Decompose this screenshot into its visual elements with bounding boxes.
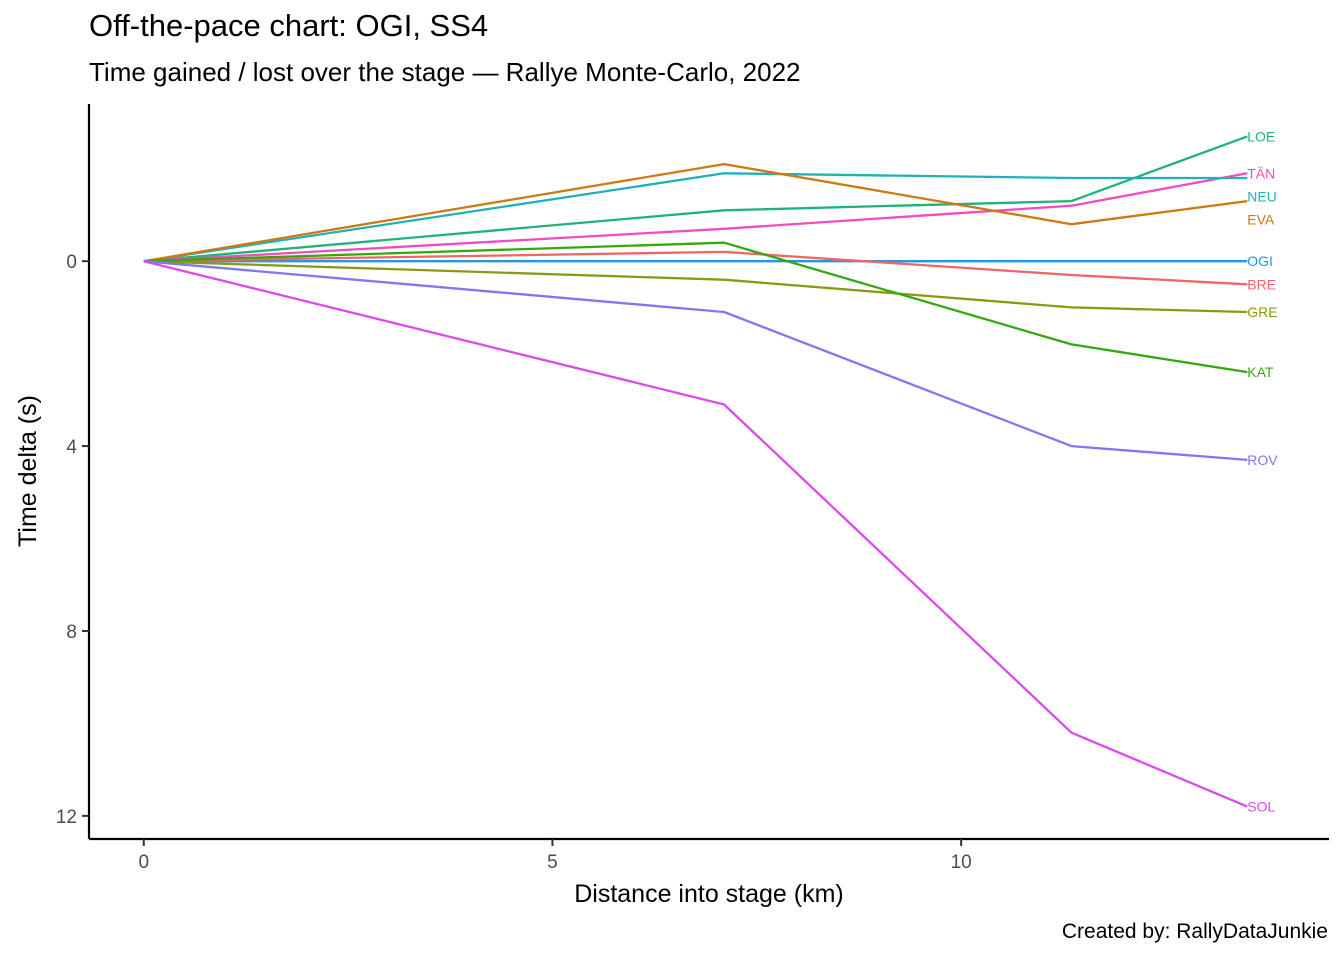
series-line-kat	[143, 241, 1248, 374]
end-label-ogi: OGI	[1247, 253, 1273, 269]
series-line-neu	[143, 172, 1248, 263]
y-axis-title: Time delta (s)	[14, 395, 42, 547]
series-line-tän	[143, 172, 1248, 263]
x-tick-label: 5	[547, 852, 558, 873]
end-label-loe: LOE	[1247, 128, 1275, 144]
chart-title: Off-the-pace chart: OGI, SS4	[89, 8, 489, 43]
end-label-eva: EVA	[1247, 211, 1275, 227]
series-line-gre	[143, 260, 1248, 314]
series-layer	[143, 135, 1248, 808]
end-label-kat: KAT	[1247, 364, 1274, 380]
series-line-rov	[143, 260, 1248, 462]
y-tick-label: 12	[56, 807, 77, 828]
y-tick-label: 0	[66, 252, 77, 273]
chart-caption: Created by: RallyDataJunkie	[1061, 920, 1328, 943]
x-axis-title: Distance into stage (km)	[574, 880, 844, 908]
chart-subtitle: Time gained / lost over the stage — Rall…	[89, 57, 801, 87]
y-tick-label: 4	[66, 437, 77, 458]
end-label-bre: BRE	[1247, 276, 1276, 292]
series-line-loe	[143, 135, 1248, 263]
series-line-sol	[143, 260, 1248, 808]
end-label-gre: GRE	[1247, 304, 1277, 320]
end-labels-layer: LOE TÄN NEU EVA OGI BRE GRE KAT ROV SOL	[1247, 128, 1278, 814]
end-label-tän: TÄN	[1247, 165, 1275, 181]
end-label-neu: NEU	[1247, 188, 1277, 204]
end-label-sol: SOL	[1247, 799, 1275, 815]
x-tick-label: 0	[138, 852, 149, 873]
series-line-eva	[143, 162, 1248, 263]
series-line-bre	[143, 250, 1248, 286]
axes: 0 5 10 0 4 8 12	[56, 104, 1329, 873]
x-tick-label: 10	[951, 852, 972, 873]
y-tick-label: 8	[66, 622, 77, 643]
end-label-rov: ROV	[1247, 452, 1278, 468]
